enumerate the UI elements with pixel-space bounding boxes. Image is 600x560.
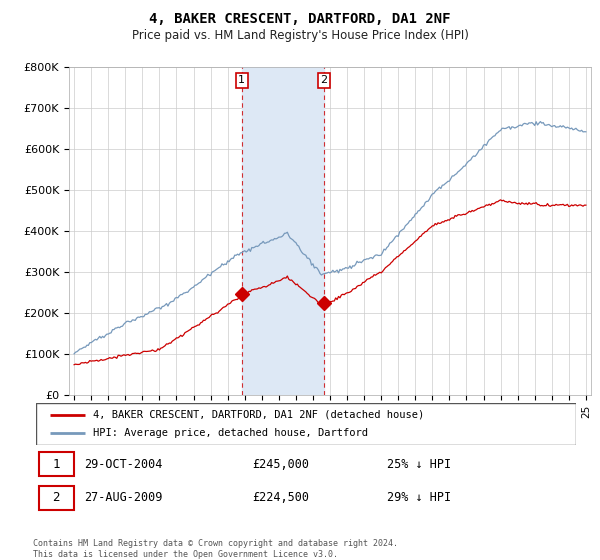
Text: 27-AUG-2009: 27-AUG-2009 <box>85 491 163 505</box>
Bar <box>242 67 324 395</box>
Text: 4, BAKER CRESCENT, DARTFORD, DA1 2NF: 4, BAKER CRESCENT, DARTFORD, DA1 2NF <box>149 12 451 26</box>
Text: 2: 2 <box>320 76 328 85</box>
Text: 1: 1 <box>53 458 60 471</box>
Text: 29% ↓ HPI: 29% ↓ HPI <box>387 491 451 505</box>
Text: 29-OCT-2004: 29-OCT-2004 <box>85 458 163 471</box>
Text: 1: 1 <box>238 76 245 85</box>
Text: Contains HM Land Registry data © Crown copyright and database right 2024.
This d: Contains HM Land Registry data © Crown c… <box>33 539 398 559</box>
Text: £245,000: £245,000 <box>252 458 309 471</box>
Text: £224,500: £224,500 <box>252 491 309 505</box>
Text: HPI: Average price, detached house, Dartford: HPI: Average price, detached house, Dart… <box>92 428 368 438</box>
Bar <box>39 452 74 477</box>
Bar <box>39 486 74 510</box>
Text: Price paid vs. HM Land Registry's House Price Index (HPI): Price paid vs. HM Land Registry's House … <box>131 29 469 42</box>
Text: 4, BAKER CRESCENT, DARTFORD, DA1 2NF (detached house): 4, BAKER CRESCENT, DARTFORD, DA1 2NF (de… <box>92 410 424 420</box>
Text: 25% ↓ HPI: 25% ↓ HPI <box>387 458 451 471</box>
Text: 2: 2 <box>53 491 60 505</box>
